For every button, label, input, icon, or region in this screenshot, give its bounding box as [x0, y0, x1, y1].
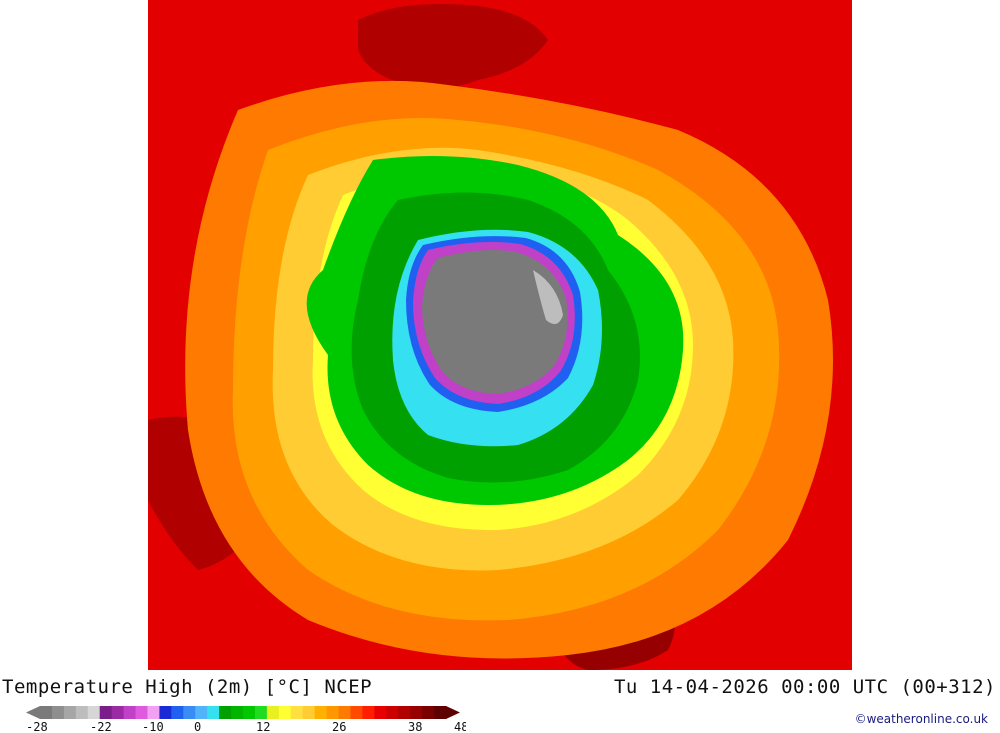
scale-tick-label: 48	[454, 720, 466, 732]
scale-swatch	[398, 706, 411, 719]
scale-tick-label: -28	[26, 720, 48, 732]
scale-tick-label: 0	[194, 720, 201, 732]
scale-swatch	[254, 706, 268, 719]
forecast-datetime: Tu 14-04-2026 00:00 UTC (00+312)	[613, 676, 996, 698]
scale-swatch	[266, 706, 280, 719]
scale-swatch	[386, 706, 399, 719]
scale-tick-label: 26	[332, 720, 346, 732]
antarctica-cold	[422, 250, 568, 394]
scale-swatch	[207, 706, 220, 719]
temperature-map	[148, 0, 852, 670]
scale-swatch	[147, 706, 160, 719]
map-title: Temperature High (2m) [°C] NCEP	[2, 676, 373, 698]
scale-swatch	[338, 706, 351, 719]
scale-swatch	[422, 706, 435, 719]
scale-swatch	[135, 706, 148, 719]
map-panel[interactable]	[148, 0, 852, 670]
scale-swatch	[278, 706, 292, 719]
scale-swatch	[219, 706, 232, 719]
scale-swatch	[410, 706, 423, 719]
scale-swatch	[350, 706, 363, 719]
scale-tick-label: -22	[90, 720, 112, 732]
scale-swatch	[87, 706, 101, 719]
color-scale-legend: -28 -22 -10 0 12 26 38 48	[26, 704, 466, 732]
scale-tick-label: 38	[408, 720, 422, 732]
scale-swatch	[314, 706, 328, 719]
australia-heat-patch	[358, 4, 548, 89]
scale-swatch	[231, 706, 244, 719]
scale-swatch	[40, 706, 53, 719]
scale-swatch	[99, 706, 113, 719]
scale-swatch	[374, 706, 387, 719]
scale-swatch	[243, 706, 256, 719]
scale-arrow-right	[446, 706, 460, 719]
scale-tick-label: -10	[142, 720, 164, 732]
scale-swatch	[159, 706, 172, 719]
scale-swatch	[51, 706, 65, 719]
scale-swatch	[290, 706, 304, 719]
scale-swatch	[111, 706, 125, 719]
scale-swatch	[434, 706, 447, 719]
credit-link[interactable]: ©weatheronline.co.uk	[854, 712, 988, 726]
antarctica-light	[533, 270, 563, 324]
scale-swatch	[123, 706, 137, 719]
scale-tick-label: 12	[256, 720, 270, 732]
scale-swatch	[195, 706, 208, 719]
scale-swatch	[171, 706, 184, 719]
scale-swatch	[302, 706, 316, 719]
scale-swatch	[183, 706, 196, 719]
scale-swatch	[63, 706, 77, 719]
color-scale-bar: -28 -22 -10 0 12 26 38 48	[26, 706, 466, 732]
scale-swatch	[75, 706, 89, 719]
scale-arrow-left	[26, 706, 40, 719]
scale-swatch	[326, 706, 340, 719]
scale-swatch	[362, 706, 375, 719]
